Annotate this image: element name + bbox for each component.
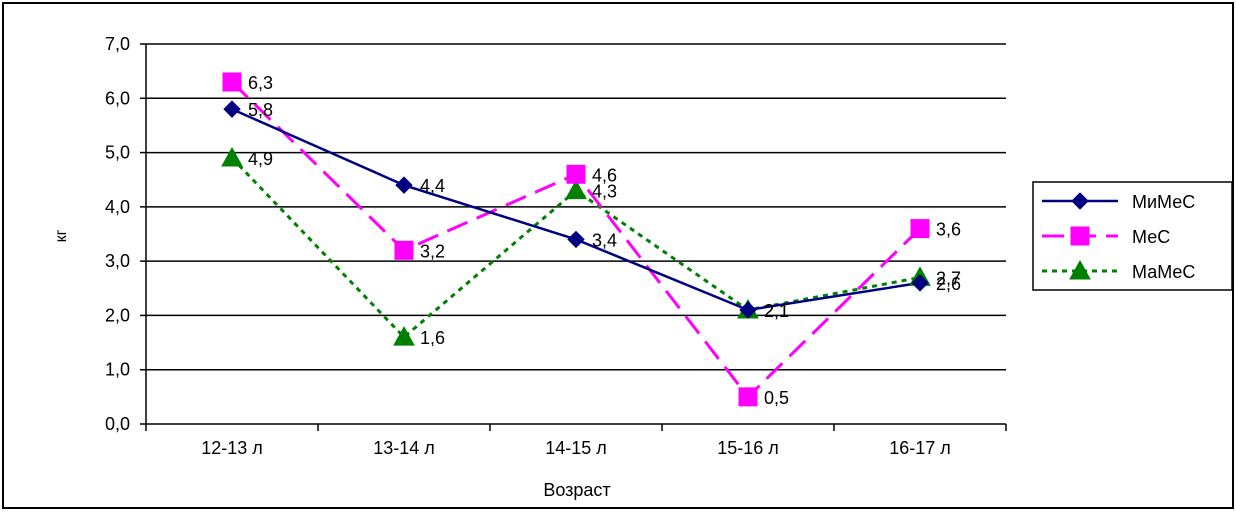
x-tick-label: 16-17 л <box>889 438 951 458</box>
data-label: 3,4 <box>592 230 617 250</box>
data-label: 0,5 <box>764 388 789 408</box>
data-label: 4,6 <box>592 165 617 185</box>
data-point <box>566 164 586 184</box>
y-tick-label: 7,0 <box>105 34 130 54</box>
y-tick-label: 6,0 <box>105 88 130 108</box>
data-point <box>567 230 585 249</box>
data-label: 1,6 <box>420 328 445 348</box>
data-point <box>394 240 414 260</box>
data-label: 4,4 <box>420 176 445 196</box>
data-point <box>910 219 930 239</box>
x-tick-label: 12-13 л <box>201 438 263 458</box>
data-label: 2,1 <box>764 301 789 321</box>
axis-layer: 0,0 1,0 2,0 3,0 4,0 5,0 6,0 7,0 12-13 л 13-14 л 14… <box>105 34 1007 458</box>
y-tick-label: 3,0 <box>105 251 130 271</box>
legend-marker <box>1069 259 1091 280</box>
x-tick-label: 14-15 л <box>545 438 607 458</box>
data-label: 2,1 <box>764 301 789 321</box>
data-label: 6,3 <box>248 73 273 93</box>
legend-label: МаМеС <box>1132 262 1195 282</box>
data-label: 2,6 <box>936 274 961 294</box>
y-tick-label: 1,0 <box>105 360 130 380</box>
y-tick-label: 0,0 <box>105 414 130 434</box>
legend-label: МиМеС <box>1132 192 1195 212</box>
legend-label: МеС <box>1132 227 1170 247</box>
data-point <box>223 100 241 118</box>
legend: МиМеС МеС МаМеС <box>1032 181 1233 291</box>
x-tick-label: 15-16 л <box>717 438 779 458</box>
data-point <box>911 274 929 292</box>
data-point <box>739 301 757 319</box>
y-tick-label: 5,0 <box>105 143 130 163</box>
data-point <box>565 179 587 200</box>
y-tick-label: 2,0 <box>105 305 130 325</box>
data-label: 5,8 <box>248 100 273 120</box>
grid-layer <box>146 43 1006 371</box>
data-label-layer: 5,8 4,4 3,4 2,1 2,6 6,3 3,2 4,6 0,5 3,6 4,9 1,6 4,3 2… <box>248 73 961 408</box>
y-tick-label: 4,0 <box>105 197 130 217</box>
y-axis-title: кг <box>53 229 70 242</box>
legend-marker <box>1071 192 1089 210</box>
data-point <box>395 176 413 194</box>
data-label: 3,6 <box>936 220 961 240</box>
series-layer <box>221 72 931 407</box>
data-point <box>738 387 758 407</box>
data-point <box>222 72 242 92</box>
data-point <box>393 326 415 346</box>
data-point <box>221 146 243 167</box>
data-label: 3,2 <box>420 241 445 261</box>
x-axis-title: Возраст <box>543 480 610 500</box>
x-tick-label: 13-14 л <box>373 438 435 458</box>
data-label: 4,3 <box>592 182 617 202</box>
legend-marker <box>1070 226 1090 246</box>
data-label: 4,9 <box>248 149 273 169</box>
data-label: 2,7 <box>936 268 961 288</box>
